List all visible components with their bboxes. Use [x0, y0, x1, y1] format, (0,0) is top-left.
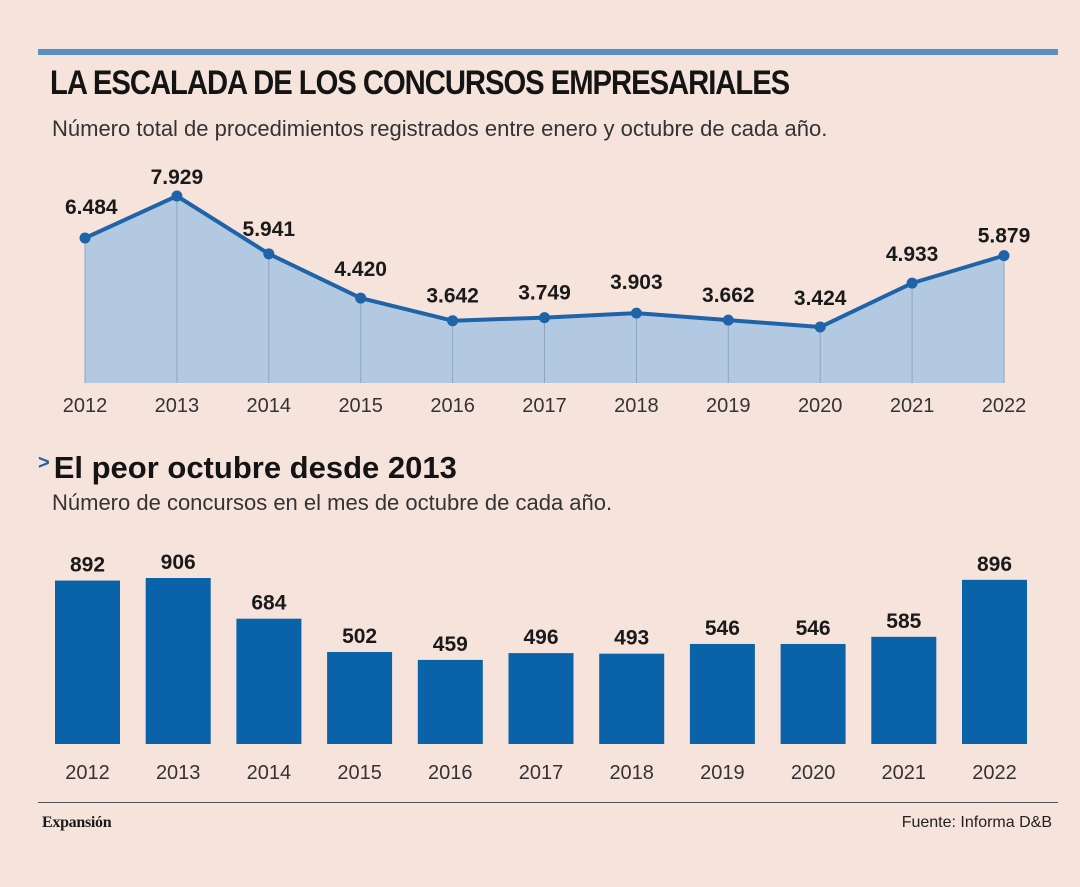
bar-2014: [236, 618, 302, 744]
bar-label-2020: 546: [796, 617, 831, 640]
x-tick-2020: 2020: [798, 395, 843, 417]
x-tick-2019: 2019: [706, 395, 751, 417]
bar-x-tick-2022: 2022: [972, 762, 1017, 784]
data-point-2013: [171, 190, 183, 202]
data-label-2013: 7.929: [151, 166, 204, 189]
bar-label-2016: 459: [433, 633, 468, 656]
bar-x-tick-2018: 2018: [609, 762, 654, 784]
data-point-2014: [263, 248, 275, 260]
footer-rule: [38, 802, 1058, 803]
x-tick-2022: 2022: [982, 395, 1027, 417]
bar-x-tick-2012: 2012: [65, 762, 110, 784]
bar-2017: [508, 653, 574, 744]
data-label-2014: 5.941: [243, 218, 296, 241]
bar-2018: [599, 653, 665, 744]
bar-x-tick-2021: 2021: [882, 762, 927, 784]
bar-x-tick-2019: 2019: [700, 762, 745, 784]
brand-logo: Expansión: [42, 814, 112, 831]
bar-label-2013: 906: [161, 551, 196, 574]
data-point-2021: [906, 277, 918, 289]
bar-2019: [689, 643, 755, 744]
bar-2022: [962, 579, 1027, 744]
chart-title: LA ESCALADA DE LOS CONCURSOS EMPRESARIAL…: [50, 64, 790, 102]
data-label-2022: 5.879: [978, 225, 1031, 248]
bar-2013: [145, 578, 211, 744]
top-accent-rule: [38, 49, 1058, 55]
data-label-2017: 3.749: [518, 282, 571, 305]
x-tick-2013: 2013: [155, 395, 200, 417]
data-point-2016: [447, 315, 459, 327]
data-label-2015: 4.420: [334, 258, 387, 281]
section2-title-text: El peor octubre desde 2013: [53, 450, 457, 485]
bar-label-2019: 546: [705, 617, 740, 640]
bar-label-2022: 896: [977, 553, 1012, 576]
data-point-2020: [814, 321, 826, 333]
data-label-2019: 3.662: [702, 284, 755, 307]
x-tick-2017: 2017: [522, 395, 567, 417]
bar-2021: [871, 636, 937, 744]
data-point-2015: [355, 292, 367, 304]
bar-x-tick-2014: 2014: [247, 762, 292, 784]
source-note: Fuente: Informa D&B: [901, 814, 1052, 831]
bar-2015: [327, 652, 393, 744]
section2-title: > El peor octubre desde 2013: [38, 450, 457, 486]
data-label-2021: 4.933: [886, 243, 939, 266]
data-point-2012: [79, 232, 91, 244]
bar-label-2021: 585: [886, 610, 921, 633]
x-tick-2021: 2021: [890, 395, 935, 417]
data-point-2018: [630, 307, 642, 319]
data-point-2017: [539, 312, 550, 324]
bar-label-2014: 684: [251, 592, 286, 615]
area-fill: [85, 196, 1004, 383]
x-tick-2018: 2018: [614, 395, 659, 417]
data-point-2019: [722, 314, 734, 326]
bar-label-2018: 493: [614, 627, 649, 650]
x-tick-2016: 2016: [430, 395, 475, 417]
data-label-2020: 3.424: [794, 287, 847, 310]
chevron-right-icon: >: [38, 452, 50, 474]
data-label-2012: 6.484: [65, 196, 118, 219]
bar-2016: [417, 659, 483, 744]
x-tick-2015: 2015: [338, 395, 383, 417]
x-tick-2014: 2014: [247, 395, 292, 417]
x-tick-2012: 2012: [63, 395, 108, 417]
bar-x-tick-2015: 2015: [337, 762, 382, 784]
bar-x-tick-2020: 2020: [791, 762, 836, 784]
section2-subtitle: Número de concursos en el mes de octubre…: [52, 490, 613, 515]
data-point-2022: [998, 250, 1010, 262]
bar-label-2017: 496: [523, 626, 558, 649]
bar-label-2012: 892: [70, 554, 105, 577]
bar-label-2015: 502: [342, 625, 377, 648]
bar-x-tick-2016: 2016: [428, 762, 473, 784]
bar-x-tick-2013: 2013: [156, 762, 201, 784]
bar-2020: [780, 643, 846, 744]
chart-subtitle: Número total de procedimientos registrad…: [52, 116, 828, 141]
data-label-2016: 3.642: [426, 285, 479, 308]
bar-2012: [55, 580, 120, 744]
bar-x-tick-2017: 2017: [519, 762, 564, 784]
data-label-2018: 3.903: [610, 271, 663, 294]
